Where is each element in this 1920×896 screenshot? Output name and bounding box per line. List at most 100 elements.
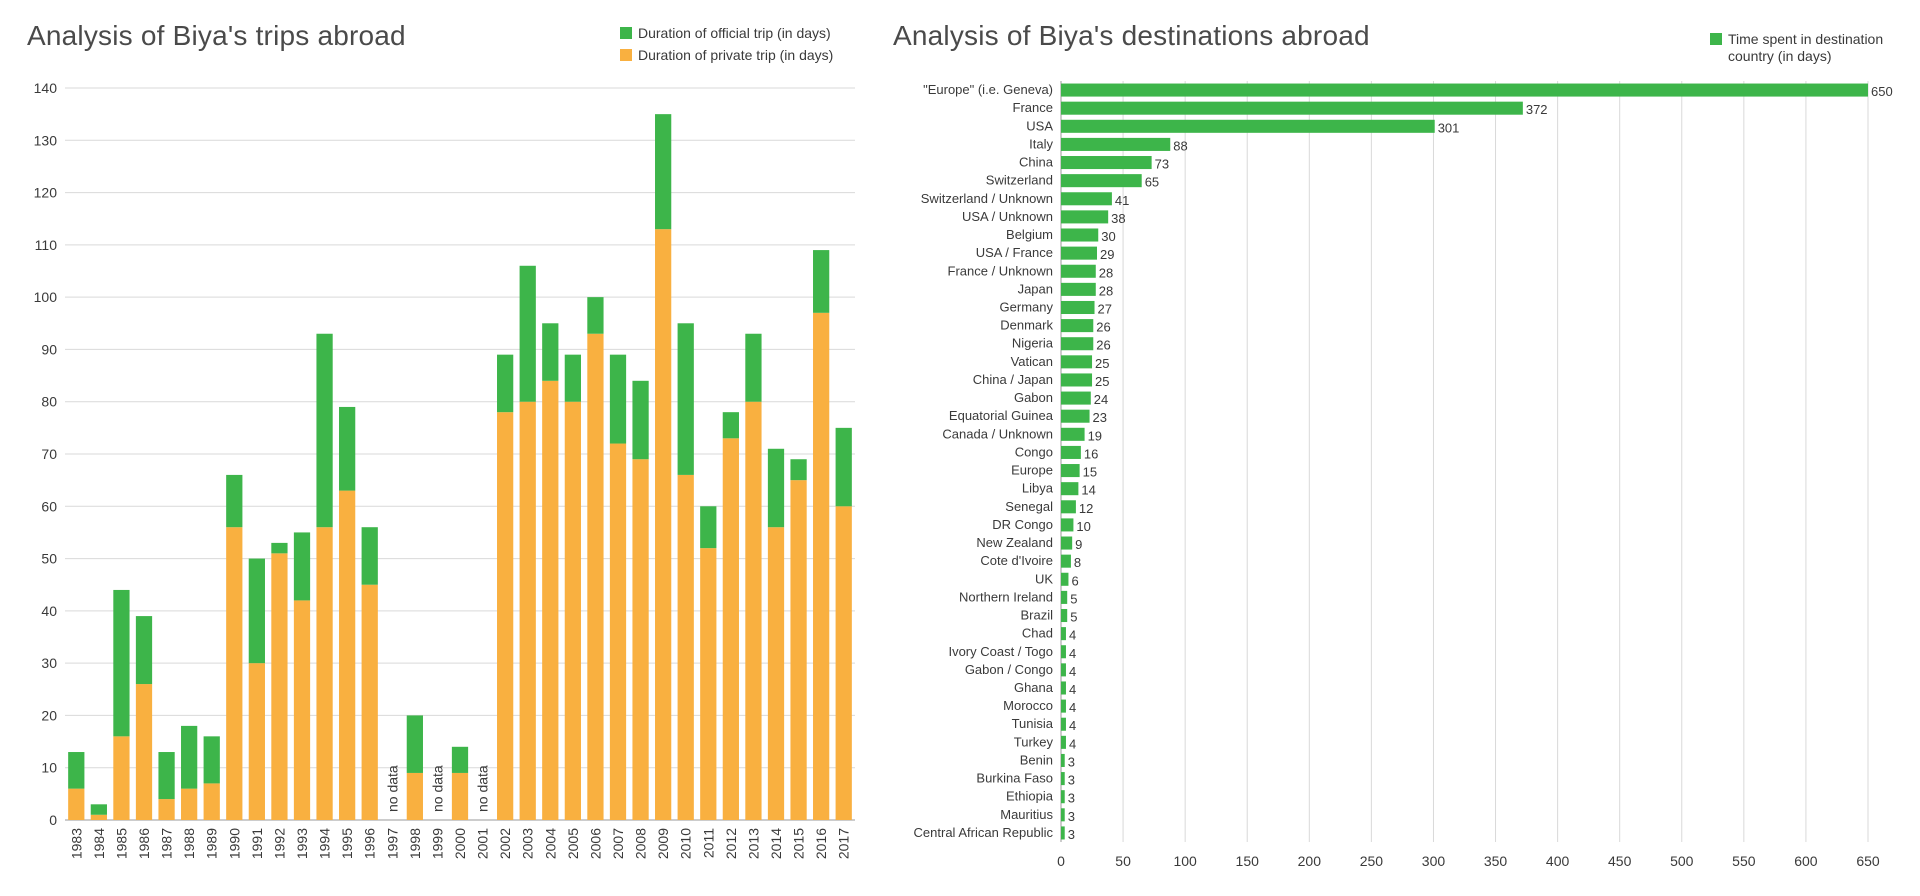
category-label: Nigeria xyxy=(1012,336,1054,351)
x-tick-label: 2002 xyxy=(497,828,513,859)
category-label: Burkina Faso xyxy=(976,771,1053,786)
value-label: 9 xyxy=(1075,537,1082,552)
x-tick-label: 1997 xyxy=(384,828,400,859)
x-tick-label: 1994 xyxy=(317,828,333,859)
value-label: 23 xyxy=(1093,410,1107,425)
x-tick-label: 1990 xyxy=(226,828,242,859)
x-tick-label: 1983 xyxy=(68,828,84,859)
bar-official xyxy=(835,427,852,507)
value-label: 26 xyxy=(1096,320,1110,335)
category-label: Congo xyxy=(1015,444,1053,459)
y-tick-label: 100 xyxy=(34,289,58,305)
value-label: 28 xyxy=(1099,265,1113,280)
destination-bar xyxy=(1061,156,1152,170)
category-label: Switzerland / Unknown xyxy=(921,191,1053,206)
bar-official xyxy=(609,354,627,444)
bar-private xyxy=(361,584,378,820)
category-label: Mauritius xyxy=(1000,807,1053,822)
category-label: DR Congo xyxy=(992,517,1053,532)
value-label: 6 xyxy=(1071,573,1078,588)
legend-item-private: Duration of private trip (in days) xyxy=(620,47,833,63)
bar-private xyxy=(248,663,265,820)
category-label: Morocco xyxy=(1003,698,1053,713)
bar-official xyxy=(497,354,514,413)
x-tick-label: 400 xyxy=(1546,853,1570,869)
value-label: 88 xyxy=(1173,138,1187,153)
x-tick-label: 450 xyxy=(1608,853,1632,869)
category-label: Gabon xyxy=(1014,390,1053,405)
legend-item-official: Duration of official trip (in days) xyxy=(620,25,833,41)
value-label: 25 xyxy=(1095,356,1109,371)
value-label: 3 xyxy=(1068,754,1075,769)
bar-private xyxy=(835,506,852,820)
x-tick-label: 300 xyxy=(1422,853,1446,869)
destination-bar xyxy=(1061,83,1868,97)
value-label: 650 xyxy=(1871,84,1893,99)
category-label: Europe xyxy=(1011,463,1053,478)
category-label: Turkey xyxy=(1014,734,1054,749)
bar-private xyxy=(745,401,762,820)
destination-bar xyxy=(1061,119,1435,133)
y-tick-label: 30 xyxy=(41,655,57,671)
bar-private xyxy=(293,600,311,820)
bar-private xyxy=(135,684,153,820)
bar-official xyxy=(655,114,672,230)
destination-bar xyxy=(1061,735,1066,749)
destination-bar xyxy=(1061,681,1066,695)
value-label: 65 xyxy=(1145,175,1159,190)
category-label: USA / France xyxy=(976,245,1053,260)
category-label: Belgium xyxy=(1006,227,1053,242)
x-tick-label: 1993 xyxy=(294,828,310,859)
bar-official xyxy=(293,532,311,601)
category-label: Vatican xyxy=(1011,354,1053,369)
value-label: 4 xyxy=(1069,646,1076,661)
destination-bar xyxy=(1061,228,1099,242)
bar-official xyxy=(203,736,220,784)
category-label: Japan xyxy=(1018,281,1053,296)
value-label: 73 xyxy=(1155,157,1169,172)
category-label: Denmark xyxy=(1000,318,1053,333)
destination-bar xyxy=(1061,608,1068,623)
category-label: Canada / Unknown xyxy=(942,426,1053,441)
bar-official xyxy=(68,752,85,789)
bar-private xyxy=(271,553,288,820)
x-tick-label: 50 xyxy=(1115,853,1131,869)
x-tick-label: 500 xyxy=(1670,853,1694,869)
category-label: Brazil xyxy=(1020,608,1053,623)
value-label: 27 xyxy=(1098,301,1112,316)
x-tick-label: 2003 xyxy=(520,828,536,859)
y-tick-label: 90 xyxy=(41,341,57,357)
bar-private xyxy=(519,401,536,820)
category-label: USA xyxy=(1026,118,1053,133)
bar-official xyxy=(271,542,288,554)
destination-bar xyxy=(1061,590,1068,604)
destination-bar xyxy=(1061,753,1065,767)
y-tick-label: 10 xyxy=(41,760,57,776)
value-label: 25 xyxy=(1095,374,1109,389)
bar-official xyxy=(700,506,717,549)
bar-private xyxy=(68,788,85,820)
destination-bar xyxy=(1061,464,1080,478)
destination-bar xyxy=(1061,717,1066,731)
destination-bar xyxy=(1061,699,1066,713)
destination-bar xyxy=(1061,319,1094,333)
y-tick-label: 50 xyxy=(41,551,57,567)
bar-private xyxy=(339,490,356,820)
destination-bar xyxy=(1061,445,1081,459)
bar-private xyxy=(113,736,130,820)
value-label: 24 xyxy=(1094,392,1108,407)
x-tick-label: 1988 xyxy=(181,828,197,859)
x-tick-label: 1995 xyxy=(339,828,355,859)
bar-official xyxy=(316,333,333,528)
x-tick-label: 250 xyxy=(1360,853,1384,869)
value-label: 3 xyxy=(1068,809,1075,824)
value-label: 4 xyxy=(1069,628,1076,643)
legend-swatch-private xyxy=(620,49,632,61)
destination-bar xyxy=(1061,174,1142,188)
x-tick-label: 2001 xyxy=(475,828,491,859)
bar-private xyxy=(203,783,220,820)
value-label: 14 xyxy=(1081,483,1095,498)
category-label: Benin xyxy=(1020,752,1053,767)
bar-private xyxy=(497,412,514,820)
category-label: New Zealand xyxy=(976,535,1053,550)
